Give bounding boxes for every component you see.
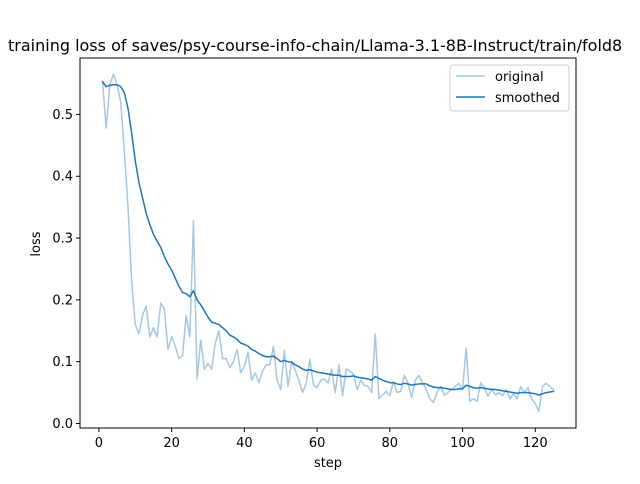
x-tick-label: 0: [95, 436, 103, 451]
y-tick-label: 0.4: [52, 170, 73, 185]
y-tick-label: 0.0: [52, 417, 73, 432]
series-line-original: [101, 73, 555, 412]
y-tick-label: 0.2: [52, 293, 73, 308]
x-tick-label: 20: [163, 436, 180, 451]
x-tick-label: 60: [309, 436, 326, 451]
legend-label-smoothed: smoothed: [495, 91, 560, 106]
y-axis-ticks: 0.0 0.1 0.2 0.3 0.4 0.5: [52, 108, 80, 432]
plot-area: [101, 73, 555, 412]
x-tick-label: 40: [236, 436, 253, 451]
x-axis-label: step: [314, 456, 342, 471]
y-tick-label: 0.5: [52, 108, 73, 123]
x-tick-label: 100: [450, 436, 475, 451]
x-tick-label: 80: [382, 436, 399, 451]
legend: original smoothed: [449, 64, 570, 112]
legend-label-original: original: [495, 70, 544, 85]
series-line-smoothed: [101, 80, 555, 396]
y-axis-label: loss: [29, 231, 44, 256]
y-tick-label: 0.3: [52, 232, 73, 247]
y-tick-label: 0.1: [52, 355, 73, 370]
x-tick-label: 120: [523, 436, 548, 451]
x-axis-ticks: 0 20 40 60 80 100 120: [95, 428, 548, 451]
chart-title: training loss of saves/psy-course-info-c…: [8, 36, 622, 55]
plot-frame: [79, 57, 577, 429]
